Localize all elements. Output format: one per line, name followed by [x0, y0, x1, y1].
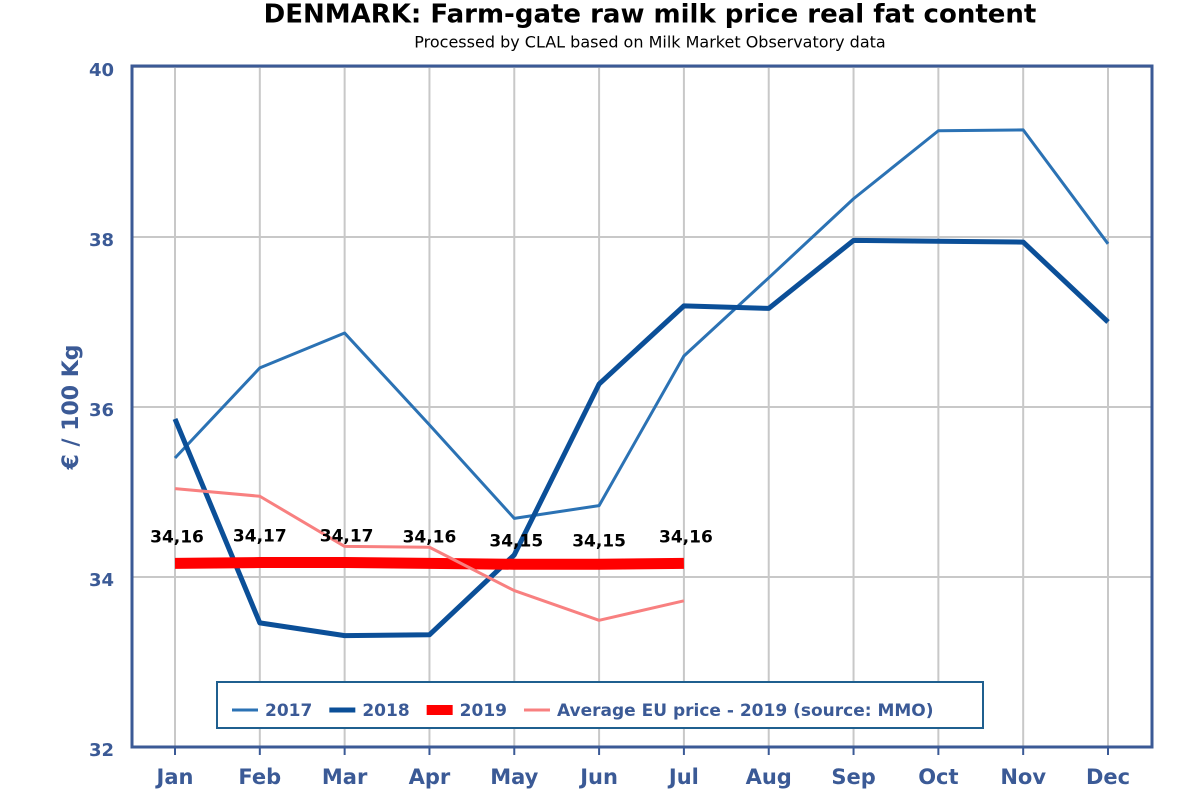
x-tick-label: Mar	[322, 765, 368, 789]
y-tick-label: 38	[89, 230, 114, 251]
x-tick-label: Jun	[578, 765, 618, 789]
series-line	[174, 487, 685, 622]
x-tick-label: Nov	[1000, 765, 1046, 789]
legend-label: Average EU price - 2019 (source: MMO)	[557, 701, 934, 721]
y-tick-label: 34	[89, 570, 114, 591]
y-axis-label: € / 100 Kg	[59, 344, 84, 470]
legend-label: 2017	[265, 701, 312, 721]
plot-border	[130, 64, 1154, 749]
y-tick-label: 32	[89, 740, 114, 761]
data-label: 34,16	[403, 527, 457, 547]
data-label: 34,15	[572, 531, 626, 551]
legend-label: 2019	[460, 701, 507, 721]
x-tick-label: Apr	[409, 765, 451, 789]
data-label: 34,17	[233, 527, 287, 547]
legend	[216, 681, 984, 729]
x-tick-label: Feb	[238, 765, 281, 789]
data-label: 34,16	[150, 527, 204, 547]
data-label: 34,17	[320, 527, 374, 547]
y-tick-label: 40	[89, 60, 114, 81]
data-label: 34,15	[489, 531, 543, 551]
series-line	[174, 557, 684, 570]
x-tick-label: Sep	[831, 765, 875, 789]
x-tick-label: Oct	[918, 765, 958, 789]
x-tick-label: Aug	[746, 765, 792, 789]
data-label: 34,16	[659, 527, 713, 547]
x-tick-label: Dec	[1086, 765, 1130, 789]
x-tick-label: Jan	[155, 765, 194, 789]
x-tick-label: Jul	[667, 765, 699, 789]
x-tick-label: May	[490, 765, 538, 789]
chart-title: DENMARK: Farm-gate raw milk price real f…	[264, 0, 1037, 30]
chart-subtitle: Processed by CLAL based on Milk Market O…	[414, 33, 885, 52]
series-line	[172, 237, 1110, 639]
legend-label: 2018	[362, 701, 409, 721]
y-tick-label: 36	[89, 400, 114, 421]
series-line	[173, 128, 1110, 520]
